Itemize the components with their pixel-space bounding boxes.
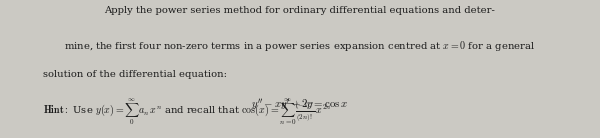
Text: solution of the differential equation:: solution of the differential equation: (43, 70, 227, 79)
Text: $y'' - xy' + 2y = \cos x$: $y'' - xy' + 2y = \cos x$ (251, 97, 349, 112)
Text: mine, the first four non-zero terms in a power series expansion centred at $x = : mine, the first four non-zero terms in a… (64, 39, 536, 53)
Text: Apply the power series method for ordinary differential equations and deter-: Apply the power series method for ordina… (104, 6, 496, 15)
Text: $\mathbf{Hint:}$ Use $y(x) = \sum_{0}^{\infty} a_n\, x^n$ and recall that $\cos(: $\mathbf{Hint:}$ Use $y(x) = \sum_{0}^{\… (43, 96, 332, 127)
